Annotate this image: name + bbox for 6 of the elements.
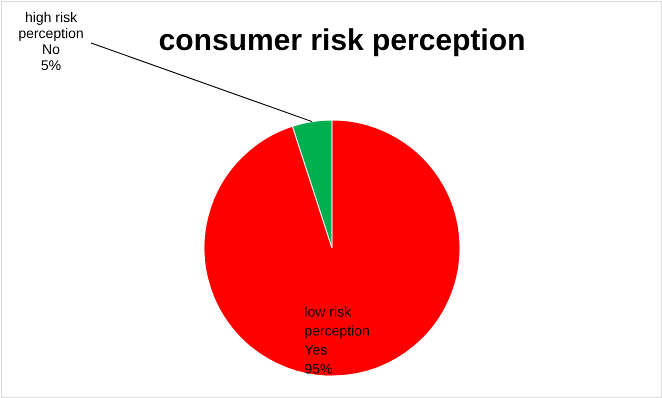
chart-title: consumer risk perception — [158, 24, 526, 57]
data-label: 95% — [304, 360, 332, 376]
data-label: 5% — [40, 57, 62, 73]
slice-label: high risk perception No — [18, 9, 84, 57]
pie-slice — [204, 120, 460, 376]
slice-label: low risk perception Yes — [304, 303, 370, 358]
